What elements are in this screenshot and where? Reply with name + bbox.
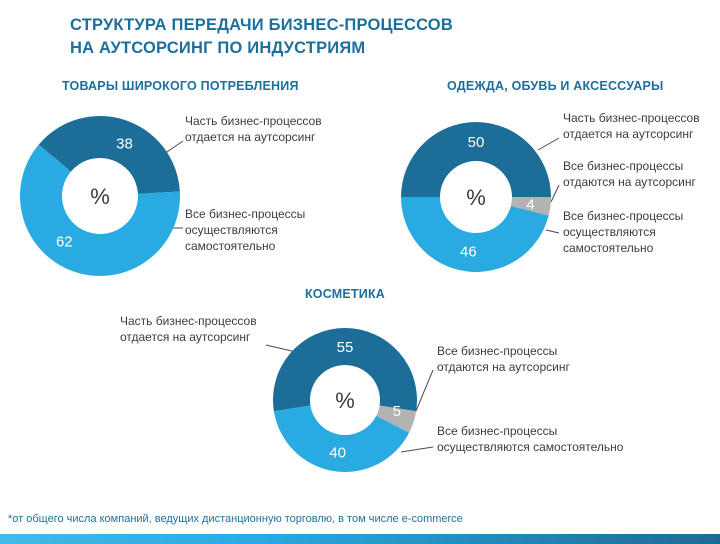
segment-label-self-performed: Все бизнес-процессы осуществляются самос… [185, 207, 306, 253]
segment-value: 4 [526, 197, 534, 214]
segment-value: 46 [460, 243, 477, 260]
donut-center-percent: % [335, 388, 355, 413]
donut-segment [401, 122, 551, 197]
donut-center-percent: % [466, 185, 486, 210]
donut-segment [38, 116, 180, 194]
callout-line [537, 137, 560, 151]
segment-value: 55 [337, 339, 354, 356]
page-title-line2: НА АУТСОРСИНГ ПО ИНДУСТРИЯМ [70, 39, 366, 58]
chart-title-apparel: ОДЕЖДА, ОБУВЬ И АКСЕССУАРЫ [447, 79, 664, 93]
bottom-accent-bar [0, 534, 720, 544]
donut-segment [376, 405, 417, 433]
chart-title-cosmetics: КОСМЕТИКА [304, 287, 386, 301]
donut-segment [19, 144, 180, 277]
segment-label-full-outsourcing: Все бизнес-процессы отдаются на аутсорси… [563, 159, 696, 189]
donut-segment [401, 197, 549, 273]
donut-segment [273, 328, 417, 412]
segment-label-partial-outsourcing: Часть бизнес-процессов отдается на аутсо… [185, 114, 322, 144]
segment-value: 40 [329, 444, 346, 461]
segment-label-partial-outsourcing: Часть бизнес-процессов отдается на аутсо… [120, 314, 257, 344]
segment-label-self-performed: Все бизнес-процессы осуществляются самос… [563, 209, 684, 255]
donut-chart-1: 50 4 46% [401, 122, 551, 273]
chart-title-consumer-goods: ТОВАРЫ ШИРОКОГО ПОТРЕБЛЕНИЯ [62, 79, 299, 93]
callout-line [415, 369, 434, 412]
footnote: *от общего числа компаний, ведущих диста… [8, 513, 463, 525]
donut-center-percent: % [90, 184, 110, 209]
callout-line [550, 184, 560, 203]
donut-chart-0: 38 62% [19, 116, 180, 277]
callout-lines [160, 137, 560, 453]
page-title-line1: СТРУКТУРА ПЕРЕДАЧИ БИЗНЕС-ПРОЦЕССОВ [70, 16, 453, 34]
segment-value: 50 [468, 134, 485, 151]
segment-value: 62 [56, 234, 73, 251]
segment-value: 5 [393, 403, 401, 420]
page-title: СТРУКТУРА ПЕРЕДАЧИ БИЗНЕС-ПРОЦЕССОВ НА АУ… [70, 14, 453, 61]
segment-label-partial-outsourcing: Часть бизнес-процессов отдается на аутсо… [563, 111, 700, 141]
callout-line [265, 344, 297, 353]
segment-value: 38 [116, 135, 133, 152]
donut-segment [273, 405, 410, 472]
segment-label-full-outsourcing: Все бизнес-процессы отдаются на аутсорси… [437, 344, 570, 374]
segment-label-self-performed: Все бизнес-процессы осуществляются самос… [437, 424, 624, 454]
donut-segment [510, 197, 551, 216]
callout-line [545, 229, 560, 234]
callout-line [400, 446, 434, 453]
